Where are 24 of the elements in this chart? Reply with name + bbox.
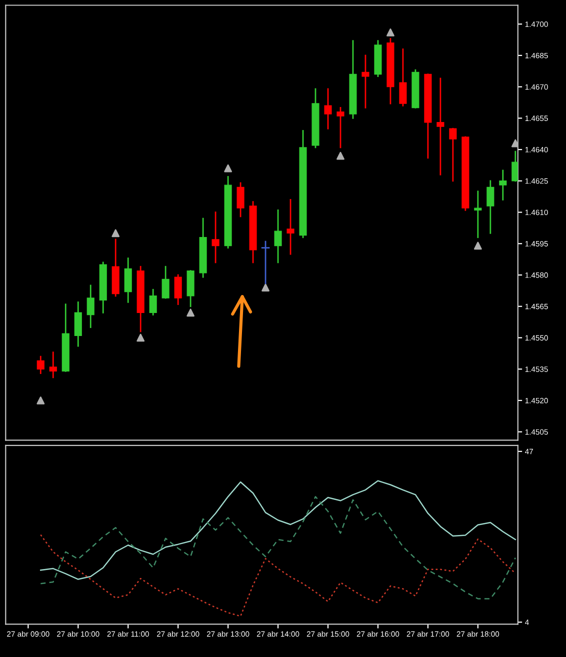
line-series bbox=[40, 534, 516, 617]
candlestick bbox=[174, 274, 182, 305]
candlestick bbox=[324, 88, 332, 130]
candlestick bbox=[49, 352, 57, 378]
candlestick bbox=[74, 301, 82, 347]
candlestick bbox=[36, 356, 44, 374]
candlestick bbox=[486, 180, 494, 234]
candlestick bbox=[362, 54, 370, 108]
line-series bbox=[40, 496, 516, 600]
candlestick bbox=[499, 170, 507, 200]
candlestick bbox=[399, 48, 407, 106]
line-series bbox=[40, 480, 516, 580]
candlestick bbox=[149, 288, 157, 316]
candlestick bbox=[449, 128, 457, 182]
candlestick bbox=[86, 284, 94, 328]
candlestick bbox=[236, 182, 244, 218]
candlestick bbox=[212, 212, 220, 264]
candlestick bbox=[274, 209, 282, 264]
candlestick bbox=[436, 78, 444, 176]
candlestick bbox=[336, 107, 344, 148]
candlestick bbox=[162, 266, 170, 299]
candlestick bbox=[286, 199, 294, 255]
candlestick bbox=[474, 190, 482, 238]
candlestick bbox=[124, 258, 132, 303]
